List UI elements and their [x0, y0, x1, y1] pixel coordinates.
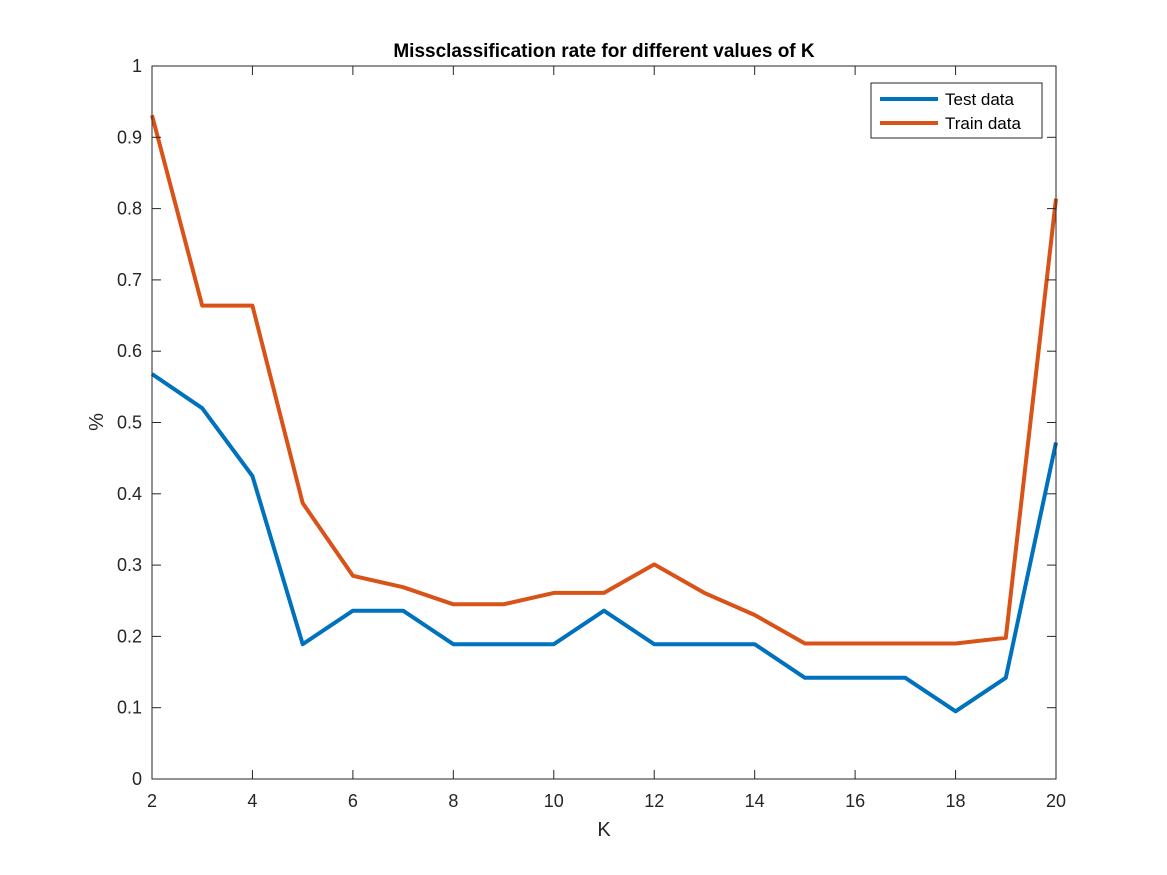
x-tick-label: 14: [745, 791, 765, 811]
x-axis-label: K: [597, 819, 611, 841]
y-tick-label: 1: [132, 56, 142, 76]
y-tick-label: 0.9: [117, 127, 142, 147]
legend-label-0: Test data: [945, 90, 1015, 109]
y-tick-label: 0.7: [117, 270, 142, 290]
series-line-1: [150, 114, 1058, 646]
x-tick-label: 8: [448, 791, 458, 811]
plot-area: [152, 66, 1056, 779]
x-tick-label: 16: [845, 791, 865, 811]
axes-layer: 2 4 6 8 10 12 14 16 18 20 0 0.1 0.2 0.3 0.4 0.5 0.6 0.7 0.…: [117, 56, 1066, 811]
legend-box: [870, 82, 1043, 139]
y-tick-label: 0.6: [117, 341, 142, 361]
y-tick-label: 0.4: [117, 484, 142, 504]
x-tick-label: 2: [147, 791, 157, 811]
series-layer: [150, 114, 1058, 714]
x-tick-label: 4: [247, 791, 257, 811]
y-tick-label: 0.8: [117, 199, 142, 219]
chart-title: Missclassification rate for different va…: [393, 41, 815, 62]
y-tick-label: 0: [132, 769, 142, 789]
x-tick-label: 20: [1046, 791, 1066, 811]
x-tick-label: 6: [348, 791, 358, 811]
x-tick-label: 12: [644, 791, 664, 811]
series-line-0: [150, 372, 1058, 714]
legend-label-1: Train data: [945, 114, 1021, 133]
x-tick-label: 10: [544, 791, 564, 811]
y-tick-label: 0.3: [117, 555, 142, 575]
legend: Test data Train data: [870, 82, 1043, 139]
y-tick-label: 0.5: [117, 413, 142, 433]
y-tick-label: 0.2: [117, 626, 142, 646]
y-tick-label: 0.1: [117, 698, 142, 718]
x-tick-label: 18: [946, 791, 966, 811]
y-axis-label: %: [86, 413, 108, 431]
